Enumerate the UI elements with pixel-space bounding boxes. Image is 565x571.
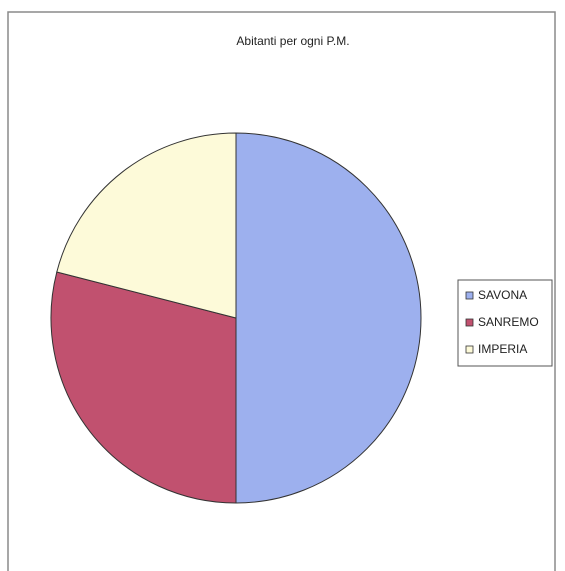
pie-slice	[235, 132, 422, 504]
legend-swatch	[465, 318, 474, 327]
legend-swatch	[465, 345, 474, 354]
legend-label: IMPERIA	[478, 342, 527, 356]
legend-label: SANREMO	[478, 315, 539, 329]
chart-title: Abitanti per ogni P.M.	[236, 34, 349, 48]
pie-slice	[56, 132, 237, 319]
legend-swatch	[465, 291, 474, 300]
legend-box	[457, 279, 553, 367]
legend-label: SAVONA	[478, 288, 527, 302]
pie-slice	[50, 271, 237, 504]
